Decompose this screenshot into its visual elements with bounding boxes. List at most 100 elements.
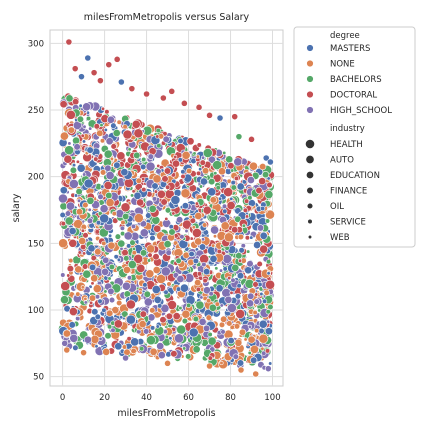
data-point [265, 309, 271, 315]
data-point [244, 198, 250, 204]
data-point [92, 284, 102, 294]
data-point [170, 195, 181, 205]
data-point [243, 337, 248, 342]
data-point [119, 225, 125, 231]
data-point [194, 201, 199, 206]
outlier-point [206, 362, 213, 370]
data-point [186, 302, 192, 309]
data-point [159, 316, 167, 324]
data-point [146, 335, 156, 346]
data-point [229, 324, 235, 330]
data-point [130, 193, 135, 198]
data-point [247, 292, 255, 300]
data-point [202, 324, 211, 333]
data-point [262, 298, 268, 304]
data-point [131, 119, 141, 129]
data-point [139, 310, 147, 318]
data-point [241, 223, 246, 228]
legend-industry-marker [305, 139, 315, 149]
outlier-point [180, 99, 188, 107]
data-point [96, 129, 104, 137]
data-point [86, 146, 94, 154]
data-point [198, 184, 204, 189]
data-point [147, 153, 154, 160]
data-point [211, 243, 216, 248]
data-point [163, 240, 172, 249]
data-point [250, 344, 259, 354]
data-point [191, 227, 202, 238]
data-point [207, 187, 217, 197]
data-point [94, 229, 100, 235]
data-point [209, 254, 218, 263]
data-point [266, 271, 271, 276]
data-point [264, 190, 274, 199]
data-point [164, 207, 172, 214]
data-point [131, 250, 137, 256]
data-point [164, 334, 169, 339]
outlier-point [84, 54, 92, 62]
data-point [149, 234, 156, 242]
x-tick-label: 40 [141, 393, 152, 403]
data-point [202, 267, 211, 276]
data-point [182, 251, 190, 259]
data-point [149, 347, 158, 356]
data-point [172, 312, 181, 321]
data-point [145, 269, 155, 279]
data-point [83, 300, 88, 305]
data-point [175, 216, 184, 224]
x-tick-label: 80 [225, 393, 236, 403]
data-point [195, 286, 201, 293]
data-point [76, 163, 86, 173]
data-point [78, 103, 83, 108]
data-point [75, 159, 80, 164]
data-point [123, 178, 134, 188]
data-point [116, 151, 126, 161]
outlier-point [96, 77, 104, 85]
data-point [80, 243, 87, 251]
data-point [75, 291, 81, 297]
legend-industry-label: SERVICE [330, 218, 366, 228]
data-point [126, 243, 132, 249]
data-point [268, 361, 273, 366]
data-point [261, 350, 267, 356]
data-point [109, 156, 114, 161]
data-point [257, 308, 262, 313]
data-point [149, 307, 156, 314]
data-point [194, 237, 203, 246]
data-point [107, 241, 116, 250]
data-point [261, 170, 270, 179]
x-axis-label: milesFromMetropolis [117, 408, 215, 419]
data-point [265, 209, 275, 220]
data-point [133, 213, 144, 223]
outlier-point [195, 103, 203, 111]
data-point [180, 173, 186, 180]
data-point [171, 211, 176, 216]
data-point [116, 257, 121, 262]
data-point [69, 333, 79, 343]
data-point [121, 344, 128, 350]
data-point [236, 283, 242, 289]
data-point [156, 273, 166, 284]
data-point [65, 94, 74, 103]
data-point [121, 281, 131, 291]
data-point [143, 290, 151, 298]
data-point [125, 314, 136, 325]
data-point [220, 329, 226, 335]
data-point [130, 347, 137, 355]
data-point [218, 268, 224, 273]
data-point [110, 122, 117, 129]
data-point [246, 249, 251, 254]
data-point [255, 186, 263, 195]
data-point [250, 356, 258, 364]
data-point [198, 243, 207, 251]
data-point [256, 224, 265, 232]
data-point [260, 346, 265, 351]
data-point [249, 161, 258, 171]
data-point [224, 295, 233, 304]
data-point [165, 249, 172, 256]
data-point [236, 182, 245, 191]
data-point [82, 172, 87, 177]
data-point [88, 294, 97, 302]
data-point [247, 350, 252, 355]
